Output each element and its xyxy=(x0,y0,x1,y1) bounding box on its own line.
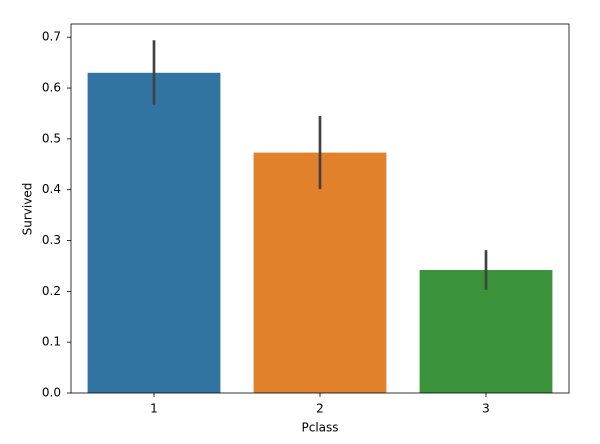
y-tick-label: 0.2 xyxy=(42,284,61,298)
y-axis-label: Survived xyxy=(21,183,35,236)
y-tick-label: 0.5 xyxy=(42,131,61,145)
y-tick-label: 0.3 xyxy=(42,233,61,247)
bar xyxy=(419,270,553,393)
y-tick-label: 0.1 xyxy=(42,335,61,349)
x-axis-label: Pclass xyxy=(301,421,338,435)
y-tick-label: 0.6 xyxy=(42,81,61,95)
y-tick-label: 0.7 xyxy=(42,30,61,44)
y-tick-label: 0.0 xyxy=(42,386,61,400)
x-tick-label: 1 xyxy=(150,402,158,416)
bar xyxy=(87,72,221,393)
x-tick-label: 3 xyxy=(482,402,490,416)
plot-frame xyxy=(70,23,570,394)
bar xyxy=(253,152,387,393)
y-tick-label: 0.4 xyxy=(42,182,61,196)
x-tick-label: 2 xyxy=(316,402,324,416)
